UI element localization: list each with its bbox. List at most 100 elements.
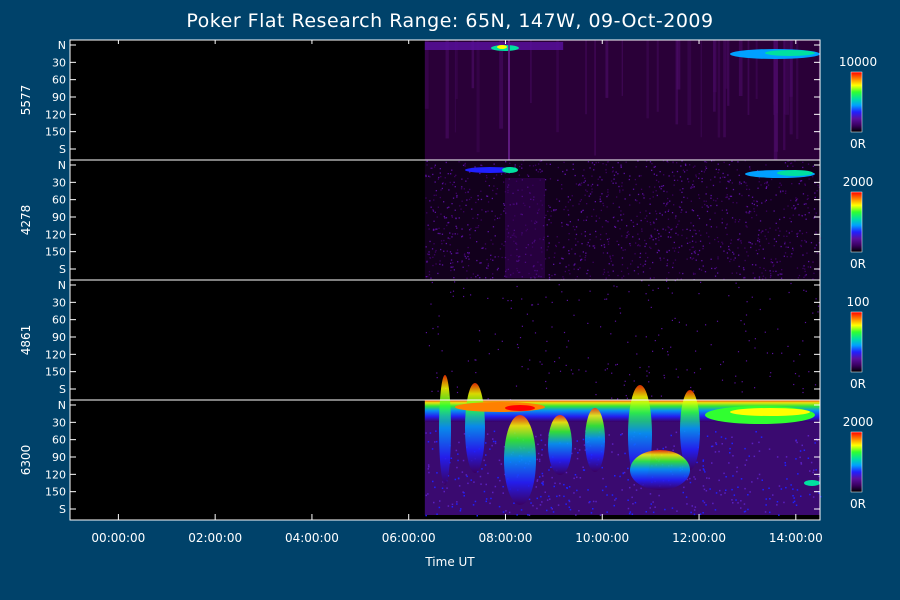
noise-dot <box>731 182 733 184</box>
noise-dot <box>720 494 722 496</box>
noise-dot <box>764 269 767 272</box>
noise-dot <box>669 200 671 202</box>
noise-dot <box>434 166 436 168</box>
noise-dot <box>710 445 713 448</box>
noise-dot <box>678 272 681 274</box>
noise-dot <box>798 183 800 185</box>
noise-dot <box>574 447 576 450</box>
noise-dot <box>561 257 563 259</box>
noise-dot <box>705 193 707 195</box>
noise-dot <box>440 189 442 191</box>
noise-dot <box>678 246 680 249</box>
x-axis-label: Time UT <box>425 555 475 569</box>
noise-dot <box>768 487 770 489</box>
noise-dot <box>465 474 468 476</box>
noise-dot <box>692 184 694 186</box>
noise-dot <box>463 433 466 435</box>
noise-dot <box>591 183 594 186</box>
noise-dot <box>621 182 623 184</box>
noise-dot <box>595 230 597 233</box>
noise-dot <box>536 507 538 510</box>
noise-dot <box>783 501 785 504</box>
noise-dot <box>450 269 452 272</box>
noise-dot <box>818 480 820 482</box>
noise-dot <box>763 257 765 259</box>
noise-dot <box>465 204 467 206</box>
noise-dot <box>479 475 482 478</box>
noise-dot <box>548 219 550 221</box>
noise-dot <box>673 175 675 177</box>
noise-dot <box>806 252 808 254</box>
noise-dot <box>621 277 623 279</box>
noise-dot <box>449 238 451 240</box>
noise-dot <box>734 257 736 259</box>
noise-dot <box>642 265 644 267</box>
noise-dot <box>721 209 723 211</box>
noise-dot <box>727 174 729 176</box>
noise-dot <box>693 251 695 253</box>
noise-dot <box>575 183 578 185</box>
noise-dot <box>461 186 463 188</box>
noise-dot <box>777 227 779 229</box>
noise-dot <box>606 195 608 198</box>
emission-streak <box>738 40 743 96</box>
noise-dot <box>576 457 579 460</box>
noise-dot <box>664 211 667 213</box>
noise-dot <box>477 195 479 197</box>
noise-dot <box>577 241 579 243</box>
noise-dot <box>530 502 532 504</box>
noise-dot <box>468 253 470 255</box>
noise-dot <box>616 363 618 365</box>
noise-dot <box>657 249 660 251</box>
noise-dot <box>805 218 807 220</box>
noise-dot <box>656 448 659 450</box>
emission-streak <box>725 40 728 89</box>
noise-dot <box>765 181 767 184</box>
noise-dot <box>814 192 816 194</box>
noise-dot <box>538 458 541 461</box>
noise-dot <box>577 268 579 271</box>
noise-dot <box>465 257 467 259</box>
noise-dot <box>785 456 788 458</box>
noise-dot <box>758 177 760 179</box>
noise-dot <box>807 194 809 197</box>
noise-dot <box>707 206 709 208</box>
noise-dot <box>431 448 434 450</box>
noise-dot <box>723 161 725 163</box>
noise-dot <box>646 370 648 372</box>
emission-streak <box>471 40 475 89</box>
noise-dot <box>536 479 539 481</box>
noise-dot <box>648 186 651 188</box>
noise-dot <box>634 253 636 255</box>
noise-dot <box>489 502 491 505</box>
noise-dot <box>593 245 596 247</box>
noise-dot <box>776 261 778 263</box>
noise-dot <box>645 210 647 212</box>
noise-dot <box>568 506 571 508</box>
noise-dot <box>443 228 445 230</box>
noise-dot <box>441 350 443 352</box>
noise-dot <box>441 487 444 489</box>
noise-dot <box>777 274 779 276</box>
noise-dot <box>764 182 766 185</box>
noise-dot <box>792 249 794 251</box>
noise-dot <box>455 449 458 452</box>
noise-dot <box>439 263 441 265</box>
noise-dot <box>618 185 620 188</box>
emission-streak <box>455 40 458 100</box>
noise-dot <box>438 227 440 229</box>
noise-dot <box>814 442 816 444</box>
noise-dot <box>652 196 654 198</box>
noise-dot <box>807 435 810 437</box>
noise-dot <box>565 503 567 505</box>
noise-dot <box>556 236 558 238</box>
noise-dot <box>692 257 695 259</box>
noise-dot <box>686 478 689 481</box>
noise-dot <box>643 194 645 196</box>
noise-dot <box>495 174 498 176</box>
noise-dot <box>605 277 607 279</box>
noise-dot <box>557 179 559 181</box>
noise-dot <box>677 376 679 378</box>
noise-dot <box>593 208 595 211</box>
noise-dot <box>477 225 480 227</box>
